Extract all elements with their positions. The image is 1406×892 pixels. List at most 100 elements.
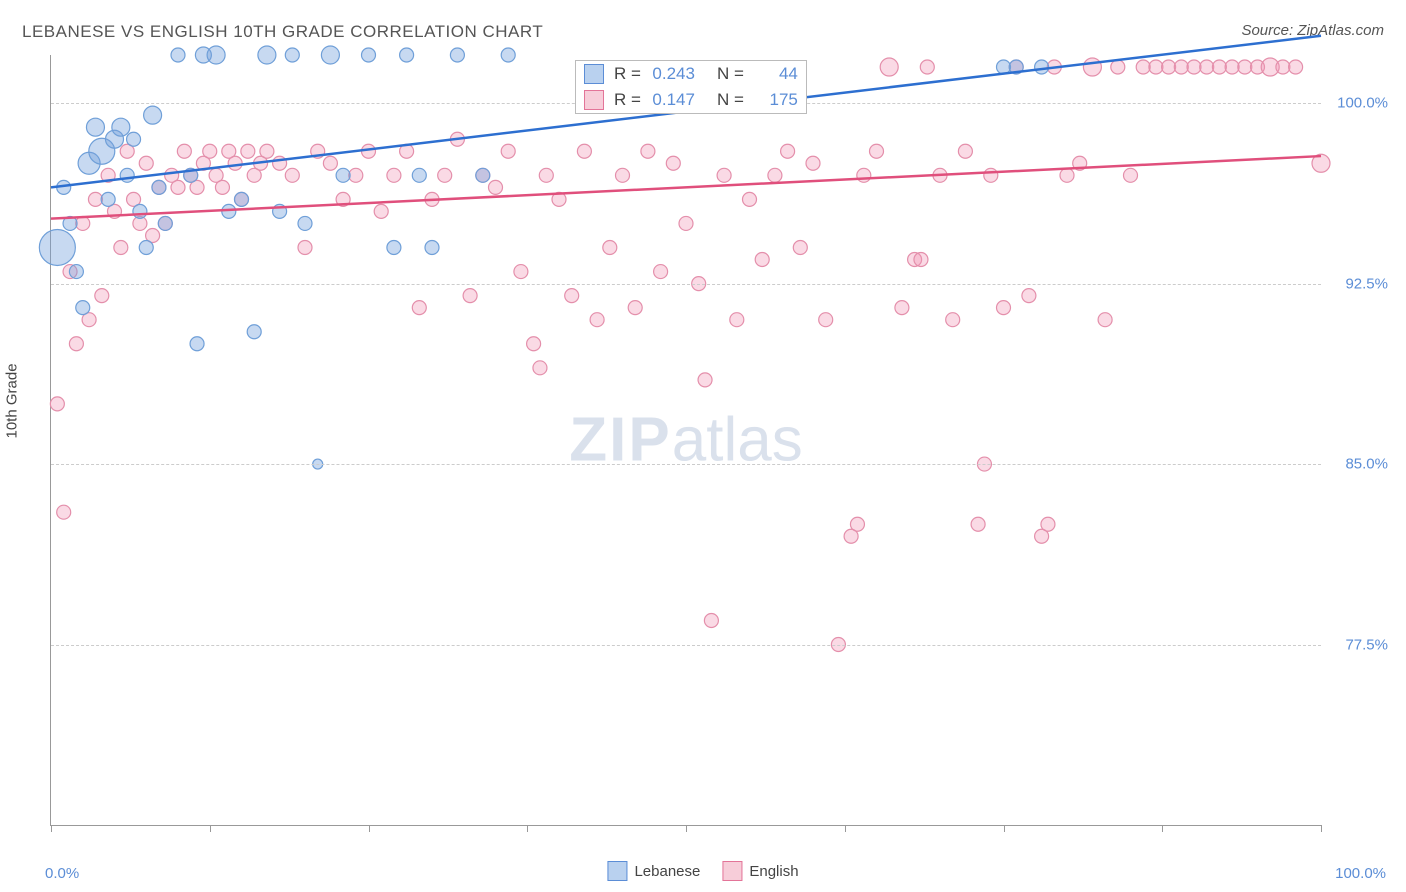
data-point (1149, 60, 1163, 74)
data-point (171, 180, 185, 194)
data-point (127, 132, 141, 146)
data-point (120, 168, 134, 182)
data-point (228, 156, 242, 170)
data-point (57, 505, 71, 519)
data-point (400, 48, 414, 62)
legend-swatch (722, 861, 742, 881)
grid-line (51, 464, 1321, 465)
data-point (755, 253, 769, 267)
x-tick (686, 825, 687, 832)
x-tick (210, 825, 211, 832)
data-point (539, 168, 553, 182)
data-point (69, 337, 83, 351)
data-point (298, 216, 312, 230)
data-point (1225, 60, 1239, 74)
x-tick (1004, 825, 1005, 832)
data-point (1022, 289, 1036, 303)
data-point (247, 325, 261, 339)
legend-label: Lebanese (634, 863, 700, 880)
data-point (1212, 60, 1226, 74)
data-point (39, 230, 75, 266)
data-point (971, 517, 985, 531)
data-point (222, 204, 236, 218)
data-point (577, 144, 591, 158)
data-point (144, 106, 162, 124)
data-point (190, 337, 204, 351)
stats-box: R =0.243N =44R =0.147N =175 (575, 60, 807, 114)
data-point (1200, 60, 1214, 74)
data-point (101, 192, 115, 206)
stats-n-value: 44 (750, 64, 798, 84)
stats-n-label: N = (717, 90, 744, 110)
data-point (139, 156, 153, 170)
y-tick-label: 100.0% (1337, 95, 1388, 112)
data-point (285, 48, 299, 62)
data-point (880, 58, 898, 76)
legend-item: Lebanese (607, 861, 700, 881)
stats-row: R =0.147N =175 (576, 87, 806, 113)
data-point (850, 517, 864, 531)
y-tick-label: 77.5% (1345, 636, 1388, 653)
data-point (86, 118, 104, 136)
data-point (730, 313, 744, 327)
x-tick (1162, 825, 1163, 832)
data-point (984, 168, 998, 182)
data-point (207, 46, 225, 64)
data-point (412, 168, 426, 182)
data-point (258, 46, 276, 64)
data-point (533, 361, 547, 375)
grid-line (51, 284, 1321, 285)
data-point (870, 144, 884, 158)
stats-r-label: R = (614, 90, 641, 110)
data-point (349, 168, 363, 182)
y-tick-label: 85.0% (1345, 456, 1388, 473)
data-point (1035, 60, 1049, 74)
x-tick (845, 825, 846, 832)
data-point (158, 216, 172, 230)
x-tick (1321, 825, 1322, 832)
data-point (1124, 168, 1138, 182)
data-point (793, 241, 807, 255)
data-point (819, 313, 833, 327)
y-tick-label: 92.5% (1345, 275, 1388, 292)
data-point (603, 241, 617, 255)
stats-r-label: R = (614, 64, 641, 84)
x-axis-min-label: 0.0% (45, 865, 79, 882)
data-point (336, 168, 350, 182)
data-point (387, 241, 401, 255)
data-point (717, 168, 731, 182)
data-point (616, 168, 630, 182)
data-point (476, 168, 490, 182)
data-point (171, 48, 185, 62)
data-point (857, 168, 871, 182)
x-tick (527, 825, 528, 832)
legend-item: English (722, 861, 798, 881)
data-point (387, 168, 401, 182)
data-point (425, 241, 439, 255)
stats-r-value: 0.147 (647, 90, 695, 110)
data-point (698, 373, 712, 387)
data-point (1083, 58, 1101, 76)
data-point (1162, 60, 1176, 74)
x-tick (51, 825, 52, 832)
data-point (450, 48, 464, 62)
data-point (114, 241, 128, 255)
data-point (527, 337, 541, 351)
data-point (95, 289, 109, 303)
chart-title: LEBANESE VS ENGLISH 10TH GRADE CORRELATI… (22, 22, 543, 42)
data-point (298, 241, 312, 255)
x-axis-max-label: 100.0% (1335, 865, 1386, 882)
data-point (260, 144, 274, 158)
data-point (501, 144, 515, 158)
grid-line (51, 645, 1321, 646)
data-point (654, 265, 668, 279)
stats-n-label: N = (717, 64, 744, 84)
data-point (704, 613, 718, 627)
data-point (946, 313, 960, 327)
data-point (590, 313, 604, 327)
data-point (628, 301, 642, 315)
legend-swatch (607, 861, 627, 881)
data-point (895, 301, 909, 315)
data-point (743, 192, 757, 206)
data-point (489, 180, 503, 194)
